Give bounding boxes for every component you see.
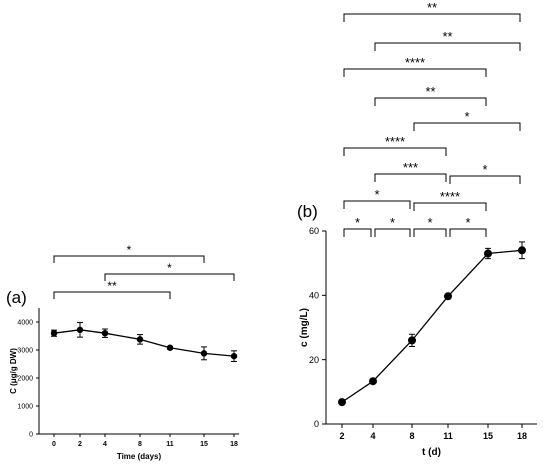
significance-bracket-b <box>374 42 521 51</box>
x-axis-label-a: Time (days) <box>117 452 162 461</box>
chart-panel-a: 0 1000 2000 3000 4000 0 2 4 8 11 15 18 Time (days) C … <box>9 243 239 461</box>
y-tick-label-a: 4000 <box>17 319 33 326</box>
y-tick-label-a: 1000 <box>17 403 33 410</box>
panel-b-label: (b) <box>297 202 318 221</box>
x-tick-label-a: 8 <box>138 441 142 448</box>
significance-label-b: **** <box>405 55 425 70</box>
significance-label-b: **** <box>440 189 460 204</box>
x-tick-label-a: 11 <box>166 441 174 448</box>
data-point-b <box>408 336 416 345</box>
significance-bracket-b <box>374 173 447 182</box>
x-tick-label-a: 18 <box>230 441 238 448</box>
significance-bracket-b <box>413 202 487 211</box>
significance-label-b: * <box>465 215 470 230</box>
x-axis-label-b: t (d) <box>422 447 441 458</box>
significance-bracket-b <box>449 175 521 184</box>
data-point-a <box>76 326 84 334</box>
y-tick-label-a: 3000 <box>17 347 33 354</box>
data-point-b <box>444 292 452 301</box>
significance-label-b: **** <box>385 134 405 149</box>
significance-bracket-b <box>343 228 372 237</box>
significance-bracket-a <box>53 291 171 299</box>
significance-label-a: * <box>127 243 132 257</box>
significance-label-b: ** <box>442 29 452 44</box>
data-point-b <box>338 398 346 407</box>
data-point-a <box>136 336 144 343</box>
significance-label-a: * <box>167 261 172 275</box>
y-tick-label-a: 0 <box>29 431 33 438</box>
x-tick-label-b: 11 <box>443 431 453 441</box>
series-line-a <box>53 329 235 357</box>
significance-bracket-b <box>343 13 521 22</box>
significance-bracket-a <box>53 255 205 263</box>
significance-bracket-b <box>343 147 447 156</box>
y-axis-label-a: C (μg/g DW) <box>9 348 18 394</box>
y-tick-label-b: 40 <box>309 290 319 300</box>
y-tick-label-b: 0 <box>314 419 319 429</box>
significance-bracket-b <box>343 68 487 77</box>
series-line-b <box>341 249 523 403</box>
significance-label-b: * <box>464 109 469 124</box>
data-point-a <box>166 344 174 351</box>
x-tick-label-b: 2 <box>339 431 344 441</box>
x-tick-label-a: 0 <box>52 441 56 448</box>
y-tick-label-a: 2000 <box>17 375 33 382</box>
x-tick-label-b: 18 <box>517 431 527 441</box>
x-tick-label-b: 4 <box>370 431 375 441</box>
significance-label-b: ** <box>427 0 437 15</box>
x-tick-label-a: 4 <box>103 441 107 448</box>
data-point-a <box>230 352 238 360</box>
significance-bracket-a <box>104 273 235 281</box>
data-point-b <box>484 249 492 258</box>
significance-bracket-b <box>413 122 521 131</box>
panel-a-label: (a) <box>6 288 27 307</box>
significance-label-b: ** <box>425 84 435 99</box>
y-tick-label-b: 20 <box>309 355 319 365</box>
significance-bracket-b <box>374 97 487 106</box>
data-point-a <box>200 350 208 357</box>
significance-bracket-b <box>374 228 411 237</box>
data-point-b <box>518 246 526 255</box>
significance-label-b: * <box>482 162 487 177</box>
significance-bracket-b <box>449 228 487 237</box>
significance-label-b: *** <box>403 160 418 175</box>
significance-bracket-b <box>343 200 411 209</box>
significance-bracket-b <box>413 228 447 237</box>
y-axis-label-b: c (mg/L) <box>299 308 310 347</box>
significance-label-b: * <box>374 187 379 202</box>
significance-label-b: * <box>390 215 395 230</box>
x-tick-label-b: 8 <box>409 431 414 441</box>
significance-label-b: * <box>355 215 360 230</box>
x-tick-label-a: 15 <box>200 441 208 448</box>
significance-label-b: * <box>427 215 432 230</box>
y-tick-label-b: 60 <box>309 226 319 236</box>
data-point-b <box>369 377 377 386</box>
data-point-a <box>101 330 109 337</box>
x-tick-label-b: 15 <box>483 431 493 441</box>
x-tick-label-a: 2 <box>78 441 82 448</box>
significance-label-a: ** <box>107 279 117 293</box>
data-point-a <box>50 330 58 337</box>
